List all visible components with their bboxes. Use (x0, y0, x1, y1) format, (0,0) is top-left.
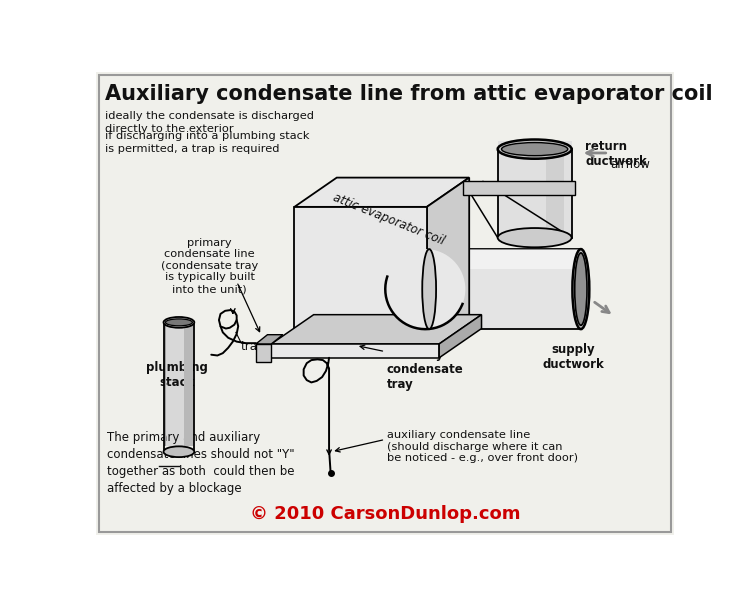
Polygon shape (439, 315, 481, 358)
Text: if discharging into a plumbing stack
is permitted, a trap is required: if discharging into a plumbing stack is … (105, 130, 309, 154)
Bar (183, 322, 193, 445)
Text: primary
condensate line
(condensate tray
is typically built
into the unit): primary condensate line (condensate tray… (161, 237, 258, 294)
Ellipse shape (498, 139, 572, 159)
Bar (164, 322, 195, 445)
Text: plumbing
stack: plumbing stack (146, 361, 208, 389)
Text: airflow: airflow (610, 158, 650, 171)
Bar (294, 207, 427, 344)
Polygon shape (427, 178, 469, 344)
Ellipse shape (165, 319, 192, 326)
Text: auxiliary condensate line
(should discharge where it can
be noticed - e.g., over: auxiliary condensate line (should discha… (387, 430, 578, 463)
Bar (271, 344, 439, 358)
Bar (498, 141, 572, 237)
Ellipse shape (575, 253, 587, 325)
Text: trap: trap (240, 340, 265, 353)
Bar (433, 249, 581, 329)
Ellipse shape (502, 142, 568, 156)
Text: return
ductwork: return ductwork (586, 140, 647, 168)
Polygon shape (256, 335, 283, 344)
Text: The primary and auxiliary
condensate lines should not "Y"
together as both  coul: The primary and auxiliary condensate lin… (107, 431, 294, 495)
Ellipse shape (164, 317, 195, 328)
Text: ideally the condensate is discharged
directly to the exterior: ideally the condensate is discharged dir… (105, 111, 314, 134)
Polygon shape (463, 182, 575, 195)
Text: Auxiliary condensate line from attic evaporator coil: Auxiliary condensate line from attic eva… (105, 84, 713, 105)
Polygon shape (294, 178, 469, 207)
Ellipse shape (164, 447, 195, 457)
Bar (164, 322, 166, 445)
Text: supply
ductwork: supply ductwork (542, 343, 604, 371)
Ellipse shape (498, 228, 572, 247)
Polygon shape (256, 344, 271, 362)
Polygon shape (271, 315, 481, 344)
Text: attic evaporator coil: attic evaporator coil (330, 191, 446, 248)
Circle shape (385, 249, 466, 329)
Text: © 2010 CarsonDunlop.com: © 2010 CarsonDunlop.com (250, 505, 520, 523)
Bar (433, 249, 581, 269)
Ellipse shape (422, 249, 436, 329)
Bar (546, 149, 564, 237)
Text: auxiliary
condensate
tray: auxiliary condensate tray (387, 348, 463, 391)
Ellipse shape (572, 249, 590, 329)
